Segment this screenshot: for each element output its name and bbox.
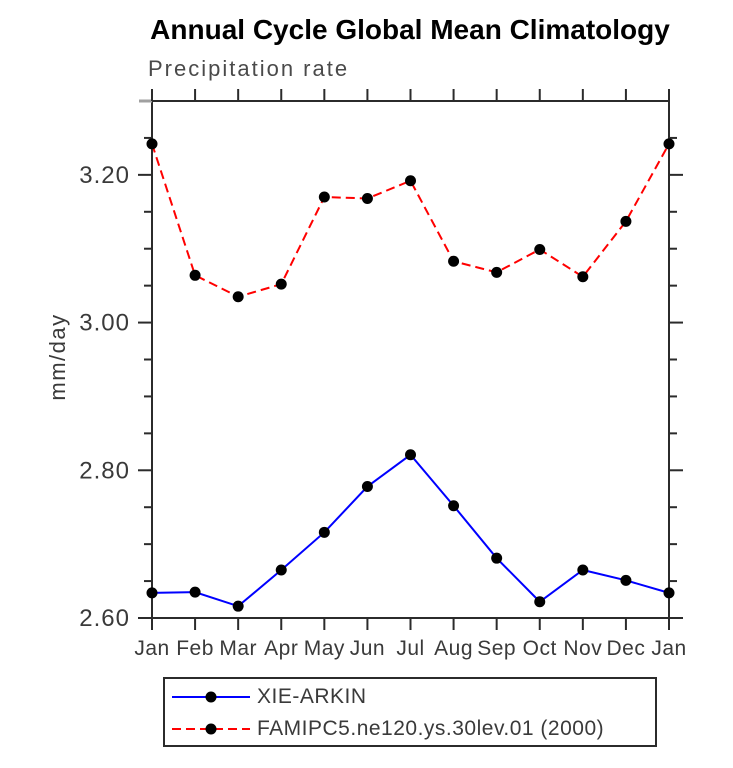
month-label: Oct — [523, 637, 557, 660]
data-point-marker-0 — [146, 587, 158, 599]
legend-row-famipc5: FAMIPC5.ne120.ys.30lev.01 (2000) — [171, 713, 655, 745]
y-tick-label: 3.00 — [79, 310, 130, 337]
month-label: Dec — [606, 637, 645, 660]
legend-row-xie-arkin: XIE-ARKIN — [171, 681, 655, 713]
legend-sample-marker — [205, 691, 217, 703]
data-point-marker-1 — [577, 271, 589, 283]
month-label: Jul — [396, 637, 424, 660]
month-label: Feb — [176, 637, 214, 660]
data-point-marker-1 — [534, 243, 546, 255]
data-point-marker-1 — [448, 255, 460, 267]
y-tick-label: 3.20 — [79, 162, 130, 189]
data-point-marker-0 — [448, 500, 460, 512]
data-point-marker-0 — [620, 574, 632, 586]
data-point-marker-1 — [663, 138, 675, 150]
data-point-marker-0 — [577, 564, 589, 576]
plot-area: Jan Feb Mar Apr May Jun Jul Aug Sep Oct Nov Dec Jan2… — [79, 89, 686, 660]
legend-sample-dashed-red-line — [171, 721, 251, 737]
data-point-marker-0 — [361, 481, 373, 493]
month-label: Jan — [651, 637, 686, 660]
data-point-marker-1 — [146, 138, 158, 150]
legend-sample-solid-blue-line — [171, 689, 251, 705]
data-point-marker-1 — [361, 192, 373, 204]
month-label: Jan — [134, 637, 169, 660]
month-label: Nov — [563, 637, 602, 660]
month-label: Aug — [434, 637, 473, 660]
data-point-marker-1 — [232, 291, 244, 303]
data-point-marker-0 — [275, 564, 287, 576]
month-label: Apr — [264, 637, 298, 660]
data-point-marker-1 — [405, 175, 416, 187]
data-point-marker-1 — [189, 269, 201, 281]
data-point-marker-0 — [405, 449, 416, 461]
data-point-marker-1 — [620, 215, 632, 227]
data-point-marker-1 — [318, 191, 330, 203]
data-point-marker-0 — [491, 552, 503, 564]
y-tick-label: 2.60 — [79, 605, 130, 632]
series-line-0 — [151, 453, 670, 608]
data-point-marker-0 — [534, 596, 546, 608]
month-label: May — [304, 637, 345, 660]
chart-subtitle: Precipitation rate — [148, 56, 350, 81]
legend-sample-marker — [205, 723, 217, 735]
legend: XIE-ARKIN FAMIPC5.ne120.ys.30lev.01 (200… — [163, 677, 657, 747]
legend-label-xie-arkin: XIE-ARKIN — [257, 685, 367, 708]
y-tick-label: 2.80 — [79, 457, 130, 484]
legend-sample-svg — [172, 723, 250, 735]
month-label: Jun — [350, 637, 385, 660]
legend-label-famipc5: FAMIPC5.ne120.ys.30lev.01 (2000) — [257, 717, 605, 740]
legend-sample-svg — [172, 691, 250, 703]
series-line-1 — [151, 143, 670, 298]
data-point-marker-1 — [275, 278, 287, 290]
month-label: Sep — [477, 637, 516, 660]
data-point-marker-0 — [663, 587, 675, 599]
data-point-marker-1 — [491, 266, 503, 278]
data-point-marker-0 — [318, 526, 330, 538]
month-label: Mar — [219, 637, 257, 660]
chart-title: Annual Cycle Global Mean Climatology — [150, 14, 670, 45]
data-point-marker-0 — [232, 600, 244, 612]
data-point-marker-0 — [189, 586, 201, 598]
